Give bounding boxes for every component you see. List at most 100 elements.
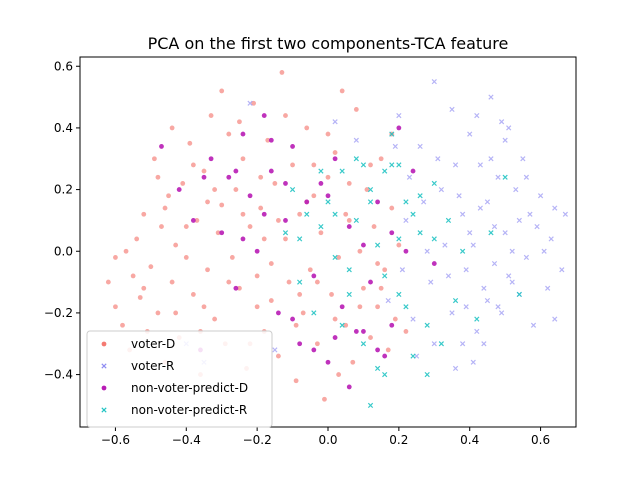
point-voter-d — [339, 88, 345, 94]
y-tick-label: 0.2 — [54, 183, 73, 197]
point-non-voter-predict-d — [283, 218, 288, 223]
point-voter-d — [368, 335, 373, 340]
legend: voter-D voter-R non-voter-predict-D non-vot… — [86, 330, 273, 428]
point-voter-r — [491, 260, 498, 267]
point-voter-d — [361, 285, 366, 291]
point-non-voter-predict-r — [424, 371, 430, 378]
point-non-voter-predict-r — [431, 180, 437, 187]
point-voter-r — [438, 186, 444, 193]
point-voter-d — [190, 162, 196, 168]
point-non-voter-predict-d — [389, 322, 395, 328]
point-voter-r — [467, 131, 473, 137]
point-non-voter-predict-r — [297, 279, 303, 285]
x-tick-label: 0.2 — [389, 433, 408, 447]
point-voter-d — [159, 224, 164, 229]
point-voter-r — [477, 205, 483, 211]
point-voter-d — [368, 162, 373, 168]
point-voter-d — [268, 261, 274, 266]
point-non-voter-predict-d — [283, 181, 288, 186]
point-voter-r — [410, 316, 416, 322]
x-axis: −0.6 −0.4 −0.2 0.0 0.2 0.4 0.6 — [101, 427, 550, 447]
point-voter-d — [378, 285, 384, 291]
point-voter-r — [527, 211, 533, 217]
point-voter-d — [187, 140, 193, 146]
point-non-voter-predict-r — [367, 199, 374, 205]
point-non-voter-predict-r — [410, 211, 416, 217]
point-non-voter-predict-r — [488, 230, 494, 236]
chart-title: PCA on the first two components-TCA feat… — [148, 34, 509, 53]
point-non-voter-predict-d — [325, 193, 331, 199]
point-voter-d — [194, 218, 200, 223]
point-non-voter-predict-r — [318, 168, 324, 174]
point-voter-d — [201, 304, 207, 310]
x-tick-label: 0.4 — [460, 433, 479, 447]
point-voter-r — [498, 310, 505, 316]
point-non-voter-predict-d — [176, 187, 182, 192]
point-non-voter-predict-d — [403, 248, 409, 254]
point-non-voter-predict-d — [375, 347, 380, 353]
point-voter-d — [226, 131, 232, 137]
point-voter-r — [509, 279, 515, 285]
point-non-voter-predict-d — [261, 113, 267, 118]
point-voter-r — [396, 112, 402, 119]
point-voter-d — [307, 267, 313, 273]
point-non-voter-predict-r — [346, 291, 352, 298]
point-voter-d — [403, 329, 409, 334]
point-voter-r — [523, 254, 530, 261]
point-voter-d — [169, 279, 175, 285]
point-non-voter-predict-d — [332, 156, 338, 162]
point-voter-d — [392, 316, 398, 322]
point-voter-r — [445, 273, 452, 279]
point-voter-r — [406, 174, 413, 180]
point-voter-d — [283, 236, 288, 242]
point-non-voter-predict-r — [389, 162, 395, 168]
point-voter-r — [488, 94, 494, 100]
point-non-voter-predict-r — [382, 168, 388, 174]
point-non-voter-predict-d — [353, 329, 359, 334]
point-voter-r — [534, 223, 540, 230]
y-tick-label: −0.4 — [44, 368, 73, 382]
point-voter-d — [148, 264, 154, 270]
point-voter-d — [385, 347, 391, 353]
point-voter-d — [130, 273, 136, 279]
point-voter-r — [509, 248, 515, 254]
point-non-voter-predict-r — [396, 236, 402, 242]
point-voter-r — [541, 248, 547, 254]
point-voter-d — [180, 181, 186, 186]
point-non-voter-predict-r — [332, 211, 338, 217]
point-non-voter-predict-r — [374, 242, 381, 248]
point-non-voter-predict-r — [367, 402, 374, 409]
point-voter-r — [552, 205, 558, 211]
point-voter-d — [254, 304, 260, 310]
point-voter-d — [173, 242, 179, 248]
legend-marker — [101, 341, 107, 347]
point-non-voter-predict-r — [339, 322, 345, 328]
point-voter-d — [322, 396, 327, 402]
x-tick-label: 0.0 — [318, 433, 337, 447]
point-voter-d — [304, 125, 310, 131]
point-voter-d — [343, 322, 349, 328]
point-voter-r — [481, 341, 487, 347]
point-voter-r — [506, 125, 512, 131]
points-layer — [105, 70, 568, 409]
point-non-voter-predict-d — [297, 341, 303, 347]
point-non-voter-predict-r — [374, 365, 381, 372]
point-non-voter-predict-d — [325, 359, 331, 365]
point-non-voter-predict-r — [474, 316, 480, 322]
point-non-voter-predict-r — [403, 304, 409, 310]
point-voter-d — [375, 261, 380, 266]
point-non-voter-predict-d — [361, 329, 366, 334]
point-non-voter-predict-r — [445, 217, 452, 224]
point-non-voter-predict-r — [460, 248, 466, 254]
point-voter-r — [488, 156, 494, 162]
point-voter-r — [431, 79, 437, 85]
point-non-voter-predict-d — [247, 193, 253, 199]
legend-label: non-voter-predict-R — [131, 403, 247, 417]
point-non-voter-predict-r — [289, 186, 296, 193]
point-voter-r — [435, 156, 441, 162]
y-axis: −0.4 −0.2 0.0 0.2 0.4 0.6 — [44, 59, 80, 382]
point-voter-r — [332, 119, 338, 125]
point-voter-r — [502, 230, 508, 236]
point-non-voter-predict-d — [276, 310, 281, 316]
point-voter-d — [237, 119, 242, 125]
